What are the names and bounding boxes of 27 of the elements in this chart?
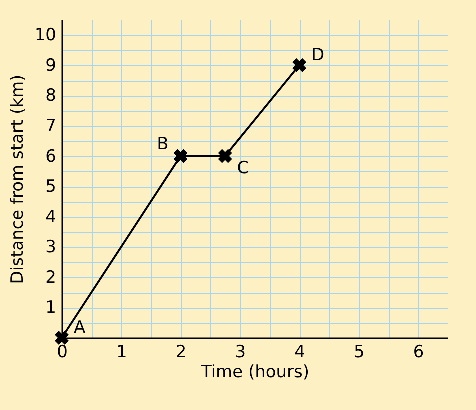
y-tick-label: 9: [46, 56, 56, 76]
y-tick-label: 1: [46, 298, 56, 318]
x-tick-label: 4: [294, 342, 306, 362]
y-tick-label: 5: [46, 177, 56, 198]
point: [218, 149, 232, 164]
x-tick-label: 1: [116, 342, 128, 362]
y-tick-label: 4: [46, 207, 56, 228]
y-tick-label: 3: [46, 238, 56, 258]
annotation: C: [237, 158, 250, 178]
x-tick-label: 3: [235, 342, 246, 362]
point: [55, 331, 69, 345]
y-tick-label: 8: [46, 86, 56, 106]
x-axis-title: Time (hours): [200, 362, 310, 382]
y-tick-label: 7: [46, 116, 56, 136]
y-tick-label: 10: [34, 26, 56, 46]
y-tick-label: 2: [46, 268, 56, 288]
x-tick-label: 5: [354, 342, 365, 362]
x-tick-label: 2: [176, 342, 187, 362]
x-tick-label: 6: [413, 342, 424, 362]
annotation: D: [312, 45, 325, 66]
point: [292, 58, 307, 72]
annotation: B: [157, 134, 169, 154]
annotation: A: [74, 318, 86, 338]
point: [174, 149, 188, 164]
x-tick-label: 0: [57, 342, 68, 362]
y-axis-title: Distance from start (km): [8, 74, 28, 284]
y-tick-label: 6: [46, 146, 56, 167]
